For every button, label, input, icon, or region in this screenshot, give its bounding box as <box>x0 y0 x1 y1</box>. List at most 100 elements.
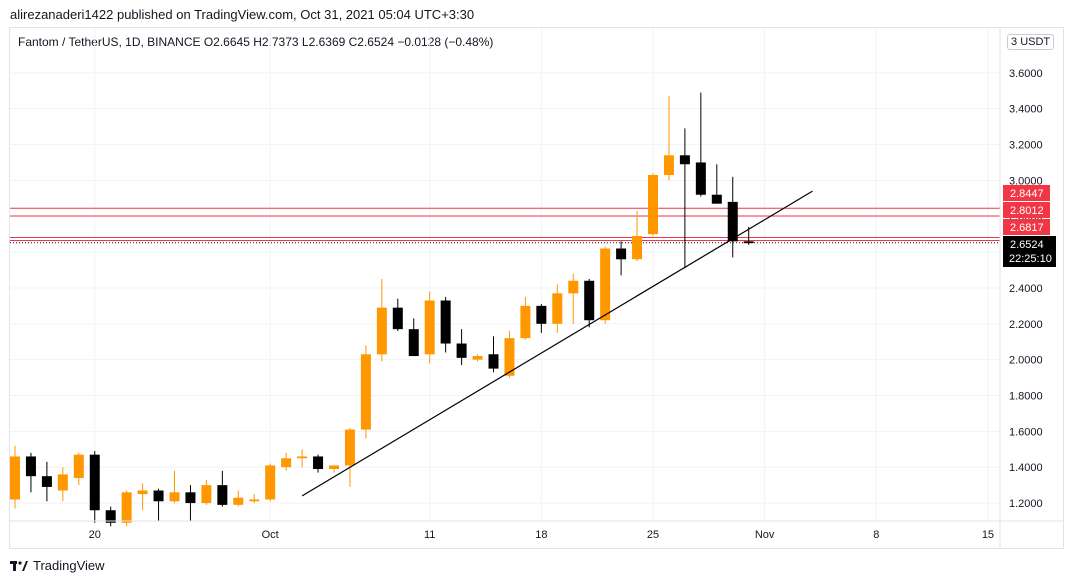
candle <box>73 452 84 486</box>
candle <box>249 494 260 504</box>
price-tag-label: 2.6817 <box>1010 222 1044 234</box>
price-tag-bg <box>1003 185 1050 201</box>
x-tick-label: 25 <box>647 529 659 541</box>
y-tick-label: 1.8000 <box>1009 391 1043 403</box>
candle-body <box>10 456 20 500</box>
candle-body <box>552 293 563 324</box>
y-tick-label: 1.4000 <box>1009 462 1043 474</box>
candle-body <box>25 456 36 477</box>
candle-body <box>488 354 499 369</box>
candle-body <box>392 307 403 330</box>
candle <box>632 210 643 262</box>
candle-body <box>281 458 292 468</box>
x-tick-label: Nov <box>755 529 775 541</box>
candle-body <box>408 329 419 357</box>
candle-body <box>41 476 52 487</box>
candle <box>456 329 467 366</box>
y-tick-label: 2.2000 <box>1009 319 1043 331</box>
candle <box>297 449 308 468</box>
horizontal-levels <box>10 207 1000 244</box>
y-tick-label: 1.6000 <box>1009 426 1043 438</box>
candle-body <box>297 456 308 459</box>
price-tags: 2.8447 2.8012 2.6817 2.6524 22:25:10 <box>1003 185 1056 267</box>
candle-body <box>648 175 658 235</box>
symbol-info: Fantom / TetherUS, 1D, BINANCE O2.6645 H… <box>18 35 494 49</box>
y-tick-label: 1.2000 <box>1009 498 1043 510</box>
candle <box>57 467 68 502</box>
candle-body <box>153 490 164 502</box>
candle <box>695 92 706 197</box>
candle-body <box>616 248 627 260</box>
candle <box>137 483 148 511</box>
price-tag-label: 2.8447 <box>1010 188 1044 200</box>
candle-body <box>456 343 467 358</box>
candle-body <box>568 280 579 294</box>
currency-unit-button[interactable]: 3 USDT <box>1007 34 1055 50</box>
price-tag-bg <box>1003 219 1050 235</box>
price-axis[interactable]: 1.2000 1.4000 1.6000 1.8000 2.0000 2.2000 2.40… <box>1009 68 1043 510</box>
candle-body <box>185 492 196 504</box>
y-tick-label: 3.2000 <box>1009 140 1043 152</box>
candle-body <box>121 492 132 523</box>
candle <box>488 336 499 373</box>
x-tick-label: 18 <box>535 529 547 541</box>
candle <box>105 506 116 527</box>
x-tick-label: 8 <box>873 529 879 541</box>
unit-prefix: 3 <box>1011 36 1018 48</box>
publish-info: alirezanaderi1422 published on TradingVi… <box>10 7 475 22</box>
candle <box>584 278 595 328</box>
candle-body <box>344 429 355 466</box>
candle <box>89 451 100 523</box>
candle-body <box>73 454 84 478</box>
candle-body <box>249 499 260 502</box>
candle <box>376 278 387 362</box>
time-axis[interactable]: 20 Oct 11 18 25 Nov 8 15 <box>89 529 994 541</box>
candle <box>679 128 690 269</box>
candle <box>743 226 754 245</box>
x-tick-label: 20 <box>89 529 101 541</box>
candle-body <box>472 356 483 360</box>
candle-body <box>600 248 611 321</box>
candle <box>440 296 451 353</box>
candle <box>520 296 531 340</box>
candle <box>616 241 627 276</box>
last-price-label: 2.6524 <box>1010 239 1044 251</box>
candle-body <box>376 307 387 355</box>
candle <box>568 273 579 324</box>
candle <box>360 345 371 439</box>
candle <box>281 452 292 471</box>
candle-body <box>57 474 68 491</box>
candle <box>727 176 738 258</box>
candle <box>201 479 212 505</box>
last-price-tag-bg <box>1003 236 1056 267</box>
candle <box>329 465 339 473</box>
candle-body <box>313 456 324 470</box>
candle <box>10 445 20 509</box>
trendline[interactable] <box>301 190 813 497</box>
candle <box>600 246 611 324</box>
candle-body <box>217 485 228 505</box>
y-tick-label: 2.4000 <box>1009 283 1043 295</box>
chart-frame <box>9 27 1064 549</box>
grid-lines <box>10 28 1000 521</box>
countdown-label: 22:25:10 <box>1009 253 1052 265</box>
candle <box>536 304 547 333</box>
candle <box>313 454 324 473</box>
candle-body <box>137 490 148 495</box>
candle-body <box>663 155 674 176</box>
candle <box>153 488 164 521</box>
y-tick-label: 3.6000 <box>1009 68 1043 80</box>
candle-body <box>584 280 595 321</box>
candle-body <box>695 162 706 195</box>
candle-body <box>504 338 515 376</box>
candle <box>392 298 403 331</box>
candle <box>169 470 180 504</box>
brand[interactable]: TradingView <box>10 558 105 573</box>
candle-body <box>727 201 738 242</box>
y-tick-label: 2.0000 <box>1009 355 1043 367</box>
candle-body <box>233 497 244 505</box>
candle-body <box>169 492 180 502</box>
candle <box>472 354 483 362</box>
candle <box>217 470 228 507</box>
